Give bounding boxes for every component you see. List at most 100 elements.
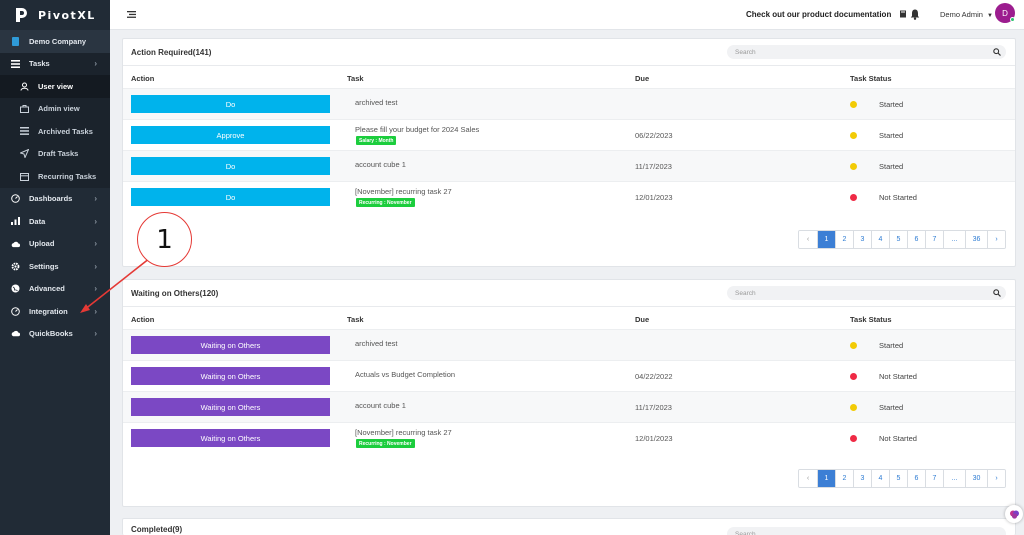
sidebar: PivotXL Demo Company Tasks › User view A… <box>0 0 110 535</box>
pagination-page[interactable]: 36 <box>965 231 987 248</box>
documentation-link[interactable]: Check out our product documentation <box>746 10 907 19</box>
sidebar-item-tasks[interactable]: Tasks › <box>0 52 110 75</box>
pagination-page[interactable]: 4 <box>871 470 889 487</box>
column-header-task[interactable]: Task <box>347 315 364 324</box>
waiting-on-others-button[interactable]: Waiting on Others <box>131 336 330 354</box>
task-name[interactable]: Please fill your budget for 2024 Sales <box>355 125 480 134</box>
task-name[interactable]: [November] recurring task 27 <box>355 428 452 437</box>
column-header-task-status[interactable]: Task Status <box>850 315 892 324</box>
panel-header: Action Required(141) <box>123 39 1015 66</box>
sidebar-item-label: Data <box>29 216 46 226</box>
sidebar-item-integration[interactable]: Integration › <box>0 300 110 323</box>
column-header-due[interactable]: Due <box>635 74 650 83</box>
do-button[interactable]: Do <box>131 188 330 206</box>
approve-button[interactable]: Approve <box>131 126 330 144</box>
pagination-page[interactable]: 6 <box>907 470 925 487</box>
waiting-on-others-button[interactable]: Waiting on Others <box>131 367 330 385</box>
column-header-action[interactable]: Action <box>131 315 155 324</box>
dashboard-icon <box>11 306 20 316</box>
task-name[interactable]: account cube 1 <box>355 160 406 169</box>
due-date: 04/22/2022 <box>635 372 673 381</box>
search-input[interactable] <box>727 286 1006 300</box>
notifications-bell-icon[interactable] <box>910 9 920 22</box>
briefcase-icon <box>20 104 29 113</box>
pagination-page[interactable]: 30 <box>965 470 987 487</box>
sidebar-item-label: Integration <box>29 306 68 316</box>
annotation-callout: 1 <box>137 212 192 267</box>
pagination-page[interactable]: 2 <box>835 470 853 487</box>
cloud-upload-icon <box>11 239 20 248</box>
do-button[interactable]: Do <box>131 95 330 113</box>
pagination-next[interactable]: › <box>987 231 1005 248</box>
tasks-icon <box>11 59 20 68</box>
sidebar-item-dashboards[interactable]: Dashboards › <box>0 188 110 211</box>
search-input[interactable] <box>727 527 1006 535</box>
due-date: 11/17/2023 <box>635 162 672 171</box>
due-date: 06/22/2023 <box>635 131 673 140</box>
pagination-page[interactable]: 1 <box>817 470 835 487</box>
pagination-page[interactable]: 7 <box>925 231 943 248</box>
search-input[interactable] <box>727 45 1006 59</box>
pagination-ellipsis: ... <box>943 231 965 248</box>
sidebar-item-data[interactable]: Data › <box>0 210 110 233</box>
sidebar-item-label: Settings <box>29 261 59 271</box>
pagination-next[interactable]: › <box>987 470 1005 487</box>
sidebar-item-quickbooks[interactable]: QuickBooks › <box>0 323 110 346</box>
column-header-action[interactable]: Action <box>131 74 155 83</box>
menu-toggle-icon[interactable] <box>127 10 136 21</box>
do-button[interactable]: Do <box>131 157 330 175</box>
task-name[interactable]: archived test <box>355 339 398 348</box>
waiting-on-others-button[interactable]: Waiting on Others <box>131 429 330 447</box>
pagination: ‹ 1 2 3 4 5 6 7 ... 30 › <box>798 469 1006 488</box>
sidebar-subitem-admin-view[interactable]: Admin view <box>0 97 110 120</box>
brand[interactable]: PivotXL <box>0 0 110 30</box>
waiting-on-others-panel: Waiting on Others(120) Action Task Due T… <box>122 279 1016 507</box>
pagination-prev[interactable]: ‹ <box>799 470 817 487</box>
pagination-prev[interactable]: ‹ <box>799 231 817 248</box>
sidebar-item-label: Recurring Tasks <box>38 171 97 181</box>
chevron-right-icon: › <box>94 306 97 316</box>
sidebar-item-advanced[interactable]: Advanced › <box>0 278 110 301</box>
column-header-task[interactable]: Task <box>347 74 364 83</box>
task-name[interactable]: account cube 1 <box>355 401 406 410</box>
sidebar-subitem-draft-tasks[interactable]: Draft Tasks <box>0 142 110 165</box>
sidebar-subitem-recurring-tasks[interactable]: Recurring Tasks <box>0 165 110 188</box>
column-header-due[interactable]: Due <box>635 315 650 324</box>
pagination-page[interactable]: 7 <box>925 470 943 487</box>
pagination-page[interactable]: 1 <box>817 231 835 248</box>
panel-header: Completed(9) <box>123 519 1015 535</box>
sidebar-item-company[interactable]: Demo Company <box>0 30 110 53</box>
pagination-page[interactable]: 3 <box>853 470 871 487</box>
pagination-page[interactable]: 5 <box>889 470 907 487</box>
pagination-page[interactable]: 5 <box>889 231 907 248</box>
action-required-panel: Action Required(141) Action Task Due Tas… <box>122 38 1016 267</box>
pagination-page[interactable]: 6 <box>907 231 925 248</box>
task-tag: Recurring : November <box>356 198 415 207</box>
chevron-right-icon: › <box>94 239 97 249</box>
task-name[interactable]: Actuals vs Budget Completion <box>355 370 456 379</box>
sidebar-item-settings[interactable]: Settings › <box>0 255 110 278</box>
task-name[interactable]: [November] recurring task 27 <box>355 187 452 196</box>
sidebar-subitem-user-view[interactable]: User view <box>0 75 110 98</box>
status-text: Not Started <box>879 434 917 443</box>
sidebar-subitem-archived-tasks[interactable]: Archived Tasks <box>0 120 110 143</box>
pagination-page[interactable]: 4 <box>871 231 889 248</box>
search-icon[interactable] <box>993 48 1001 58</box>
due-date: 12/01/2023 <box>635 434 673 443</box>
task-name[interactable]: archived test <box>355 98 398 107</box>
column-header-task-status[interactable]: Task Status <box>850 74 892 83</box>
chevron-right-icon: › <box>94 59 97 69</box>
user-menu[interactable]: Demo Admin ▼ <box>940 10 993 19</box>
assistant-widget-button[interactable] <box>1005 505 1023 523</box>
table-header: Action Task Due Task Status <box>123 307 1015 329</box>
search-icon[interactable] <box>993 289 1001 299</box>
pagination-page[interactable]: 2 <box>835 231 853 248</box>
table-row: Waiting on Others [November] recurring t… <box>123 422 1015 453</box>
waiting-on-others-button[interactable]: Waiting on Others <box>131 398 330 416</box>
chevron-right-icon: › <box>94 216 97 226</box>
table-row: Do [November] recurring task 27 Recurrin… <box>123 181 1015 212</box>
pagination-page[interactable]: 3 <box>853 231 871 248</box>
task-tag: Recurring : November <box>356 439 415 448</box>
sidebar-item-upload[interactable]: Upload › <box>0 233 110 256</box>
chevron-right-icon: › <box>94 261 97 271</box>
